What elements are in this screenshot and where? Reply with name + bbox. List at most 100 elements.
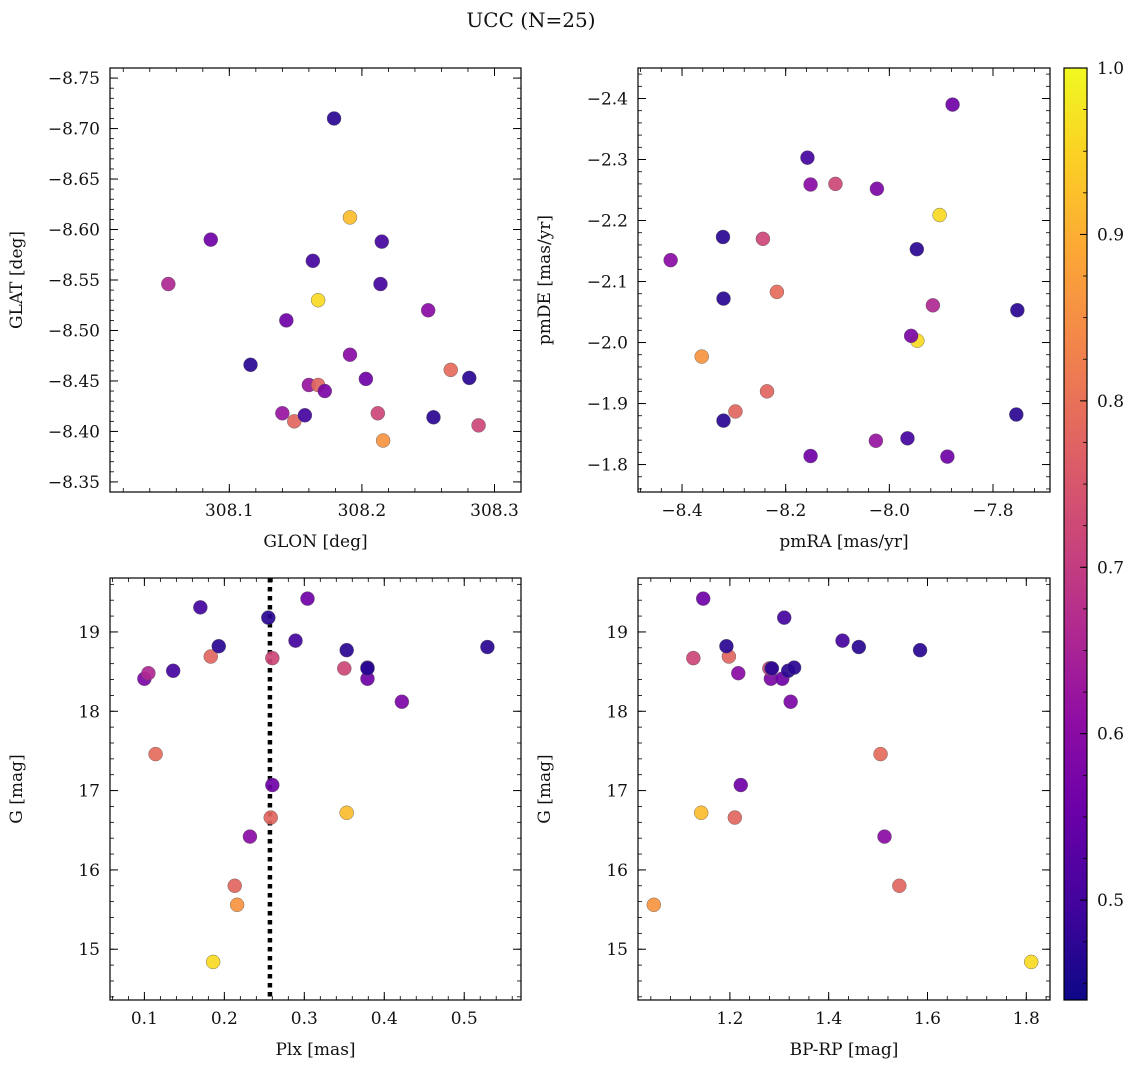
data-point <box>646 897 662 913</box>
data-point <box>925 298 941 313</box>
y-tick-label: −2.4 <box>587 90 628 110</box>
x-tick-label: 1.4 <box>815 1009 842 1029</box>
y-tick-label: −8.50 <box>48 321 100 341</box>
x-tick-label: 0.4 <box>371 1009 398 1029</box>
data-point <box>803 448 818 464</box>
data-point <box>912 642 928 658</box>
x-tick-label: −7.8 <box>972 501 1013 521</box>
colorbar-tick-label: 1.0 <box>1097 59 1124 79</box>
data-point <box>803 177 818 192</box>
data-point <box>1024 954 1039 970</box>
data-point <box>694 349 709 364</box>
x-tick-label: 308.3 <box>470 501 519 521</box>
data-point <box>203 649 218 664</box>
y-tick-label: −8.75 <box>48 69 100 89</box>
points-pmra-pmde <box>663 97 1025 464</box>
y-tick-label: −8.70 <box>48 120 100 140</box>
data-point <box>694 805 709 820</box>
colorbar-tick-label: 0.6 <box>1097 725 1124 745</box>
data-point <box>203 232 218 247</box>
colorbar-gradient <box>1064 68 1087 1000</box>
data-point <box>727 810 743 825</box>
y-tick-label: −2.3 <box>587 151 628 171</box>
data-point <box>728 404 743 419</box>
data-point <box>263 810 278 825</box>
panel-bprp-g: 1.2 1.4 1.6 1.8 15 16 17 18 19 BP-RP [mag] G [mag] <box>535 577 1051 1060</box>
points-glon-glat <box>161 111 486 448</box>
data-point <box>373 276 388 292</box>
data-point <box>242 829 258 844</box>
data-point <box>892 878 907 893</box>
axes-frame <box>637 577 1051 1001</box>
data-point <box>686 650 701 666</box>
data-point <box>165 663 181 679</box>
panel-glon-glat: 308.1 308.2 308.3 −8.35 −8.40 −8.45 −8.50 −8.55… <box>7 67 522 552</box>
data-point <box>265 650 280 666</box>
x-tick-label: 0.1 <box>131 1009 158 1029</box>
data-point <box>229 897 245 913</box>
data-point <box>868 433 884 448</box>
x-tick-label: −8.4 <box>661 501 702 521</box>
axes-frame <box>637 67 1051 493</box>
data-point <box>261 610 276 625</box>
data-point <box>310 292 326 308</box>
x-tick-label: 308.1 <box>205 501 254 521</box>
axes-frame <box>109 577 522 1001</box>
x-axis-label: Plx [mas] <box>275 1040 355 1060</box>
y-tick-label: 19 <box>78 623 100 643</box>
data-point <box>339 805 354 820</box>
data-point <box>696 591 711 606</box>
y-axis-label: GLAT [deg] <box>7 231 27 329</box>
data-point <box>663 252 678 268</box>
data-point <box>786 660 802 675</box>
y-tick-label: −8.55 <box>48 271 100 291</box>
data-point <box>141 665 156 681</box>
data-point <box>211 639 226 654</box>
data-point <box>275 406 290 421</box>
data-point <box>420 303 436 318</box>
data-point <box>731 665 746 681</box>
y-axis-label: G [mag] <box>7 754 27 823</box>
x-tick-label: −8.0 <box>869 501 910 521</box>
y-tick-label: −2.0 <box>587 334 628 354</box>
y-tick-label: −8.45 <box>48 372 100 392</box>
data-point <box>1010 302 1025 318</box>
data-point <box>360 661 375 676</box>
y-tick-label: −8.40 <box>48 422 100 442</box>
data-point <box>877 829 892 844</box>
x-axis-label: pmRA [mas/yr] <box>779 532 908 552</box>
x-tick-label: 1.8 <box>1013 1009 1040 1029</box>
y-tick-label: 17 <box>606 782 628 802</box>
x-axis-label: BP-RP [mag] <box>790 1040 899 1060</box>
data-point <box>716 413 731 428</box>
data-point <box>300 591 315 606</box>
y-axis-label: G [mag] <box>535 754 555 823</box>
data-point <box>869 181 885 196</box>
data-point <box>288 633 303 648</box>
points-plx-g <box>137 591 495 970</box>
data-point <box>800 150 815 165</box>
data-point <box>358 371 374 387</box>
colorbar: 0.5 0.6 0.7 0.8 0.9 1.0 <box>1063 59 1124 1001</box>
colorbar-frame <box>1063 67 1088 1001</box>
y-tick-label: −2.1 <box>587 273 628 293</box>
x-tick-label: 0.3 <box>291 1009 318 1029</box>
y-tick-label: 16 <box>78 861 100 881</box>
data-point <box>205 954 221 970</box>
data-point <box>279 313 294 328</box>
data-point <box>227 878 242 893</box>
y-axis-label: pmDE [mas/yr] <box>535 215 555 345</box>
y-tick-label: 18 <box>78 702 100 722</box>
y-tick-label: 17 <box>78 782 100 802</box>
data-point <box>443 362 458 378</box>
data-point <box>851 639 867 655</box>
data-point <box>769 284 785 300</box>
data-point <box>339 642 354 658</box>
figure-title: UCC (N=25) <box>466 8 595 32</box>
y-tick-label: −8.65 <box>48 170 100 190</box>
data-point <box>426 410 441 425</box>
x-tick-label: −8.2 <box>765 501 806 521</box>
y-tick-label: 15 <box>606 940 628 960</box>
y-tick-label: −8.60 <box>48 221 100 241</box>
data-point <box>326 111 342 126</box>
